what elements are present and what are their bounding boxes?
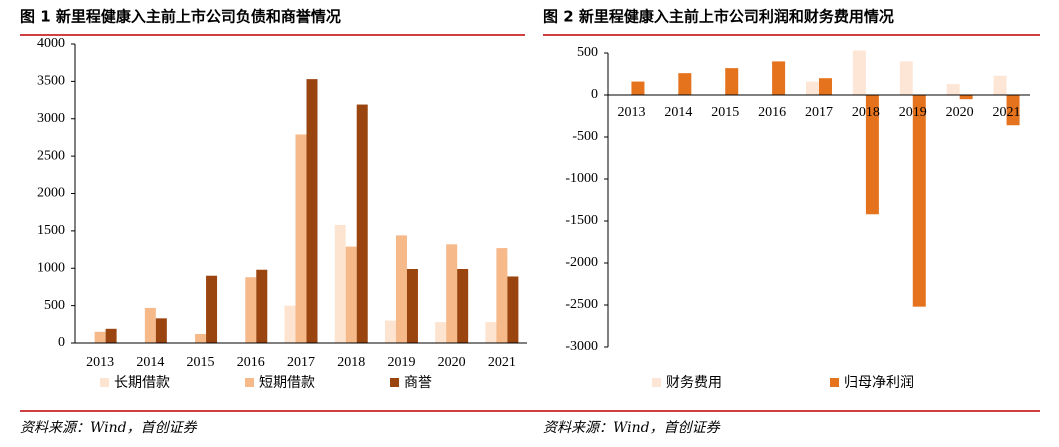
bar <box>284 305 296 343</box>
source: 资料来源：Wind，首创证券 <box>543 420 721 436</box>
legend-label: 长期借款 <box>114 375 170 391</box>
x-tick-label: 2017 <box>805 105 833 120</box>
bar <box>446 244 458 343</box>
bar <box>155 318 167 343</box>
x-tick-label: 2016 <box>237 355 265 370</box>
legend-label: 商誉 <box>404 375 432 391</box>
y-tick-label: 3500 <box>37 74 65 89</box>
chart-title: 图 2 新里程健康入主前上市公司利润和财务费用情况 <box>543 8 894 26</box>
bar <box>1006 95 1020 126</box>
bar <box>496 248 508 343</box>
bar <box>345 246 357 343</box>
bar <box>144 307 156 343</box>
y-tick-label: -2000 <box>565 255 598 270</box>
bar <box>678 73 692 95</box>
y-tick-label: -3000 <box>565 339 598 354</box>
x-tick-label: 2021 <box>488 355 516 370</box>
x-tick-label: 2013 <box>617 105 645 120</box>
bar <box>959 95 973 100</box>
y-tick-label: -1000 <box>565 171 598 186</box>
x-tick-label: 2014 <box>664 105 692 120</box>
x-tick-label: 2015 <box>711 105 739 120</box>
bar <box>946 84 960 95</box>
legend-swatch <box>100 378 109 387</box>
x-tick-label: 2014 <box>136 355 164 370</box>
bar <box>306 79 318 343</box>
bar <box>256 269 268 343</box>
x-tick-label: 2018 <box>337 355 365 370</box>
legend-swatch <box>245 378 254 387</box>
chart-title: 图 1 新里程健康入主前上市公司负债和商誉情况 <box>20 8 341 26</box>
bar <box>395 235 407 343</box>
x-tick-label: 2019 <box>899 105 927 120</box>
bar <box>772 61 786 95</box>
bar <box>899 61 913 95</box>
source: 资料来源：Wind，首创证券 <box>20 420 198 436</box>
bar <box>105 328 117 343</box>
bar <box>993 75 1007 95</box>
y-tick-label: 500 <box>577 45 598 60</box>
x-tick-label: 2018 <box>852 105 880 120</box>
legend-label: 财务费用 <box>666 375 722 391</box>
y-tick-label: 1000 <box>37 260 65 275</box>
bar <box>631 81 645 95</box>
y-tick-label: -2500 <box>565 297 598 312</box>
bar <box>406 268 418 343</box>
legend-swatch <box>652 378 661 387</box>
bar <box>435 322 447 343</box>
bar <box>819 78 832 95</box>
x-tick-label: 2019 <box>387 355 415 370</box>
legend-label: 短期借款 <box>259 375 315 391</box>
y-tick-label: 500 <box>44 298 65 313</box>
x-tick-label: 2013 <box>86 355 114 370</box>
bar <box>485 322 497 343</box>
bar <box>507 276 519 343</box>
y-tick-label: 2500 <box>37 148 65 163</box>
bar <box>295 134 307 343</box>
y-tick-label: 0 <box>591 87 598 102</box>
legend-label: 归母净利润 <box>844 374 914 391</box>
bar <box>94 331 106 343</box>
x-tick-label: 2020 <box>946 105 974 120</box>
bar <box>912 95 926 307</box>
bar <box>384 320 396 343</box>
bar <box>195 334 207 343</box>
y-tick-label: -1500 <box>565 213 598 228</box>
legend-swatch <box>830 378 839 387</box>
bar <box>206 275 218 343</box>
x-tick-label: 2016 <box>758 105 786 120</box>
x-tick-label: 2020 <box>438 355 466 370</box>
bar <box>806 81 819 95</box>
bar <box>457 268 469 343</box>
x-tick-label: 2017 <box>287 355 315 370</box>
bar <box>356 104 368 343</box>
y-tick-label: 0 <box>58 335 65 350</box>
bar <box>865 95 879 215</box>
bar <box>725 68 739 95</box>
bar <box>334 224 346 343</box>
bar <box>245 277 257 343</box>
y-tick-label: -500 <box>572 129 598 144</box>
y-tick-label: 2000 <box>37 186 65 201</box>
y-tick-label: 3000 <box>37 111 65 126</box>
y-tick-label: 1500 <box>37 223 65 238</box>
x-tick-label: 2021 <box>993 105 1021 120</box>
x-tick-label: 2015 <box>187 355 215 370</box>
legend-swatch <box>390 378 399 387</box>
y-tick-label: 4000 <box>37 36 65 51</box>
bar <box>852 50 866 95</box>
